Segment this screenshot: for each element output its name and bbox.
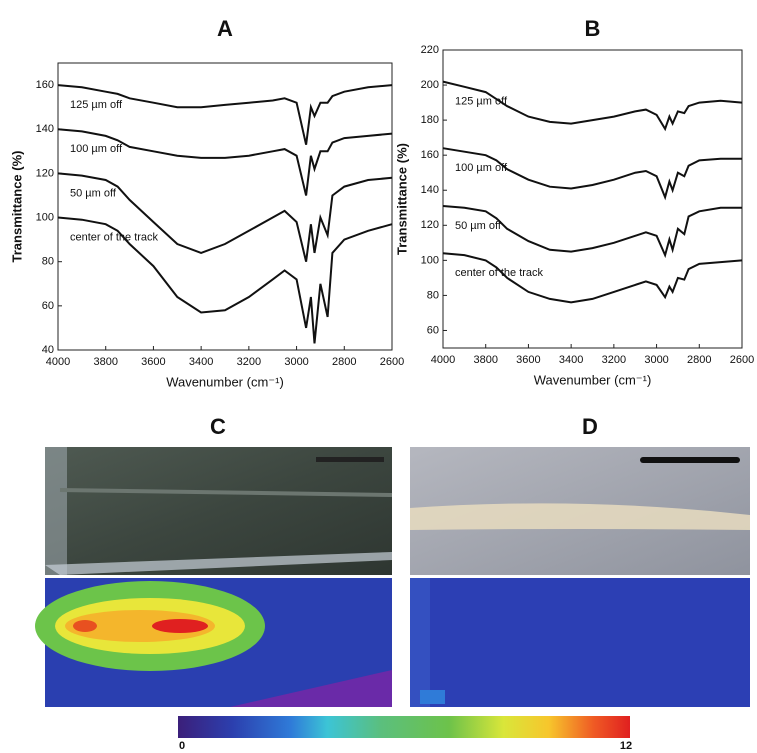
y-tick-label: 140 — [421, 184, 439, 196]
series-line — [442, 205, 742, 259]
x-tick-label: 2800 — [687, 354, 711, 366]
x-tick-label: 3200 — [237, 356, 261, 368]
y-tick-label: 80 — [42, 256, 54, 268]
plot-frame — [57, 62, 393, 351]
y-axis-label: Transmittance (%) — [9, 151, 24, 263]
y-tick-label: 160 — [421, 149, 439, 161]
x-axis-label: Wavenumber (cm⁻¹) — [534, 372, 652, 387]
heatmap-c — [35, 578, 392, 707]
y-tick-label: 180 — [421, 114, 439, 126]
x-tick-label: 4000 — [431, 354, 455, 366]
panel-label: D — [582, 414, 598, 439]
y-tick-label: 160 — [36, 79, 54, 91]
x-tick-label: 3400 — [559, 354, 583, 366]
colorbar-tick-label: 0 — [179, 740, 185, 752]
series-label: 125 µm off — [455, 95, 508, 107]
x-tick-label: 4000 — [46, 356, 70, 368]
colorbar-tick-label: 12 — [620, 740, 632, 752]
y-tick-label: 220 — [421, 44, 439, 56]
panel-label: C — [210, 414, 226, 439]
y-tick-label: 80 — [427, 289, 439, 301]
colorbar-ticks: 0 12 — [179, 740, 632, 752]
series-label: center of the track — [70, 231, 159, 243]
heatmap-d — [410, 578, 750, 707]
series-label: 100 µm off — [455, 162, 508, 174]
plot-frame — [442, 49, 743, 349]
y-axis-label: Transmittance (%) — [394, 143, 409, 255]
y-tick-label: 140 — [36, 123, 54, 135]
colorbar — [178, 716, 630, 738]
x-tick-label: 2800 — [332, 356, 356, 368]
y-tick-label: 120 — [421, 219, 439, 231]
photo-d — [410, 447, 750, 575]
series-line — [442, 147, 742, 201]
y-tick-label: 100 — [421, 254, 439, 266]
x-tick-label: 3600 — [141, 356, 165, 368]
series-line — [57, 84, 393, 145]
y-tick-label: 120 — [36, 167, 54, 179]
x-tick-label: 3200 — [602, 354, 626, 366]
x-axis-label: Wavenumber (cm⁻¹) — [166, 374, 284, 389]
series-label: center of the track — [455, 267, 544, 279]
series-label: 100 µm off — [70, 143, 123, 155]
chart-title: B — [585, 16, 601, 41]
chart-title: A — [217, 16, 233, 41]
x-tick-label: 2600 — [380, 356, 404, 368]
series-line — [57, 128, 393, 196]
y-tick-label: 40 — [42, 344, 54, 356]
y-tick-label: 60 — [42, 300, 54, 312]
x-tick-label: 3800 — [473, 354, 497, 366]
series-label: 50 µm off — [70, 187, 117, 199]
series-line — [442, 252, 743, 304]
series-line — [442, 80, 743, 132]
y-tick-label: 60 — [427, 324, 439, 336]
series-line — [57, 172, 393, 262]
x-tick-label: 3000 — [284, 356, 308, 368]
y-tick-label: 100 — [36, 211, 54, 223]
x-tick-label: 3000 — [644, 354, 668, 366]
charts: A Wavenumber (cm⁻¹) Transmittance (%) 4000 3… — [9, 16, 754, 390]
x-tick-label: 3800 — [93, 356, 117, 368]
series-label: 50 µm off — [455, 220, 502, 232]
photo-c — [45, 447, 393, 575]
x-tick-label: 2600 — [730, 354, 754, 366]
y-tick-label: 200 — [421, 79, 439, 91]
series-label: 125 µm off — [70, 99, 123, 111]
series-line — [57, 216, 393, 344]
x-tick-label: 3600 — [516, 354, 540, 366]
x-tick-label: 3400 — [189, 356, 213, 368]
